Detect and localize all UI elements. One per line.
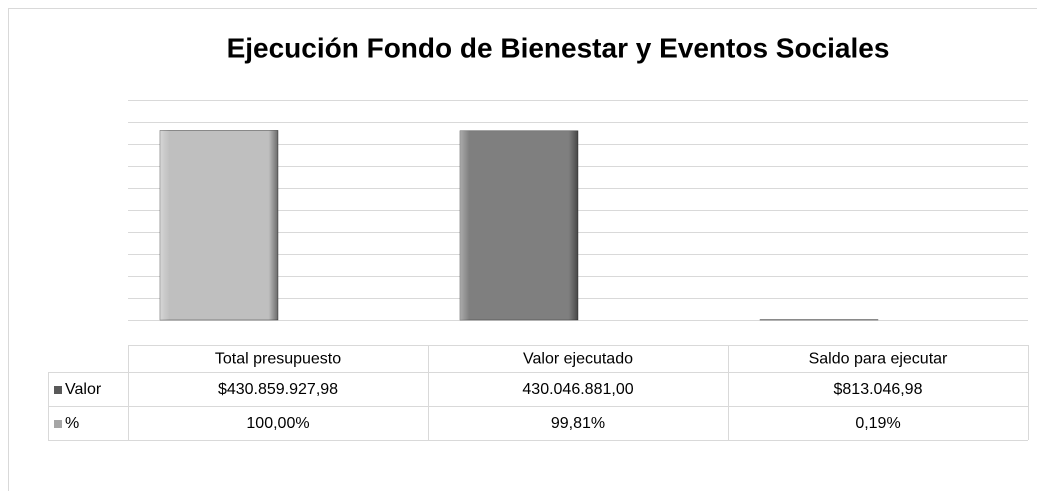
legend-marker <box>54 386 62 394</box>
table-value: $430.859.927,98 <box>218 381 338 398</box>
legend-marker <box>54 420 62 428</box>
table-value: 430.046.881,00 <box>522 381 633 398</box>
table-value: $813.046,98 <box>834 381 923 398</box>
table-value: 99,81% <box>551 415 605 432</box>
category-label: Total presupuesto <box>215 351 341 368</box>
category-label: Valor ejecutado <box>523 351 633 368</box>
legend-label: % <box>65 415 79 432</box>
table-value: 0,19% <box>855 415 900 432</box>
bar-bevel <box>160 130 278 320</box>
chart-title: Ejecución Fondo de Bienestar y Eventos S… <box>227 32 890 63</box>
category-label: Saldo para ejecutar <box>809 351 948 368</box>
bar-bevel <box>460 131 578 320</box>
legend-label: Valor <box>65 381 102 398</box>
table-value: 100,00% <box>246 415 309 432</box>
